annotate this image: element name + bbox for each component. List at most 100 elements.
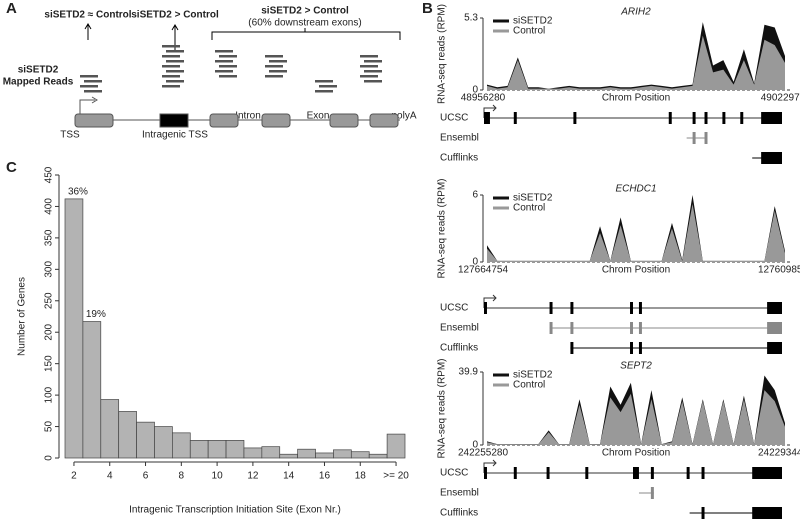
read (219, 65, 237, 68)
y-tick-label: 100 (44, 386, 55, 403)
read (364, 80, 382, 83)
bar (118, 411, 137, 459)
exon (761, 152, 782, 164)
track-title: ARIH2 (620, 7, 651, 18)
read (315, 90, 333, 93)
y-tick-label: 250 (44, 292, 55, 309)
exon (546, 467, 550, 479)
bar (100, 399, 120, 459)
read (84, 90, 102, 93)
exon (767, 302, 782, 314)
bar (279, 453, 298, 459)
exon (668, 112, 672, 124)
x-end: 127609856 (758, 265, 800, 276)
exon (752, 507, 782, 519)
read (360, 55, 378, 58)
exon (638, 302, 642, 314)
reads-label: siSETD2 (18, 65, 59, 76)
bar (189, 440, 209, 459)
x-start: 127664754 (458, 265, 508, 276)
exon (650, 487, 654, 499)
value-label: 19% (86, 309, 106, 320)
x-axis-title: Chrom Position (602, 265, 670, 276)
y-axis-title: RNA-seq reads (RPM) (437, 4, 448, 104)
exon (549, 302, 553, 314)
read (219, 75, 237, 78)
legend-label: Control (513, 203, 545, 214)
exon (630, 302, 633, 314)
read (364, 60, 382, 63)
x-end: 242293441 (758, 448, 800, 459)
reads-label: Mapped Reads (3, 77, 74, 88)
bar (82, 321, 102, 459)
y-tick-label: 0 (472, 85, 478, 96)
x-tick-label: 10 (212, 471, 224, 482)
y-tick-label: 200 (44, 323, 55, 340)
track-label: Ensembl (440, 323, 479, 334)
x-tick-label: >= 20 (383, 471, 409, 482)
exon (761, 112, 782, 124)
y-axis-title: Number of Genes (17, 277, 28, 356)
read (360, 65, 378, 68)
gene-label: polyA (391, 111, 416, 122)
x-tick-label: 8 (179, 471, 185, 482)
x-tick-label: 6 (143, 471, 149, 482)
bar (333, 449, 352, 459)
exon (650, 467, 654, 479)
exon (570, 302, 574, 314)
panel-label: C (6, 159, 17, 176)
y-tick-label: 450 (44, 166, 55, 183)
y-tick-label: 400 (44, 198, 55, 215)
y-tick-label: 350 (44, 229, 55, 246)
gene-label: TSS (60, 130, 80, 141)
y-tick-label: 0 (472, 440, 478, 451)
bar (172, 432, 191, 459)
gene-label: Exon (307, 111, 330, 122)
legend-label: Control (513, 26, 545, 37)
exon (740, 112, 744, 124)
x-axis-title: Intragenic Transcription Initiation Site… (129, 505, 341, 516)
exon (692, 112, 696, 124)
exon (573, 112, 577, 124)
y-tick-label: 6 (472, 190, 478, 201)
note: (60% downstream exons) (248, 18, 361, 29)
bar (350, 451, 370, 459)
exon (585, 467, 589, 479)
exon (570, 322, 574, 334)
bar (386, 433, 406, 459)
exon (484, 467, 487, 479)
bar (225, 440, 245, 459)
read (80, 85, 98, 88)
x-tick-label: 16 (319, 471, 331, 482)
track-label: UCSC (440, 468, 468, 479)
read (215, 60, 233, 63)
read (162, 55, 180, 58)
read (166, 60, 184, 63)
y-tick-label: 0 (472, 257, 478, 268)
read-stacks (80, 45, 382, 93)
exon (638, 322, 642, 334)
read (319, 85, 337, 88)
x-start: 242255280 (458, 448, 508, 459)
read (219, 55, 237, 58)
bar (207, 440, 227, 459)
bar (136, 421, 155, 459)
exon (701, 507, 705, 519)
track-label: Ensembl (440, 133, 479, 144)
read (166, 70, 184, 73)
track-title: SEPT2 (620, 361, 652, 372)
exon (704, 132, 708, 144)
bar (297, 448, 316, 459)
exon (704, 112, 708, 124)
exon (549, 322, 553, 334)
x-tick-label: 18 (355, 471, 367, 482)
bar (154, 426, 173, 459)
read (162, 65, 180, 68)
track-label: UCSC (440, 113, 468, 124)
panel-label: A (6, 0, 17, 17)
exon (484, 112, 490, 124)
y-axis-title: RNA-seq reads (RPM) (437, 178, 448, 278)
x-end: 49022971 (761, 93, 800, 104)
legend-label: siSETD2 (513, 193, 553, 204)
